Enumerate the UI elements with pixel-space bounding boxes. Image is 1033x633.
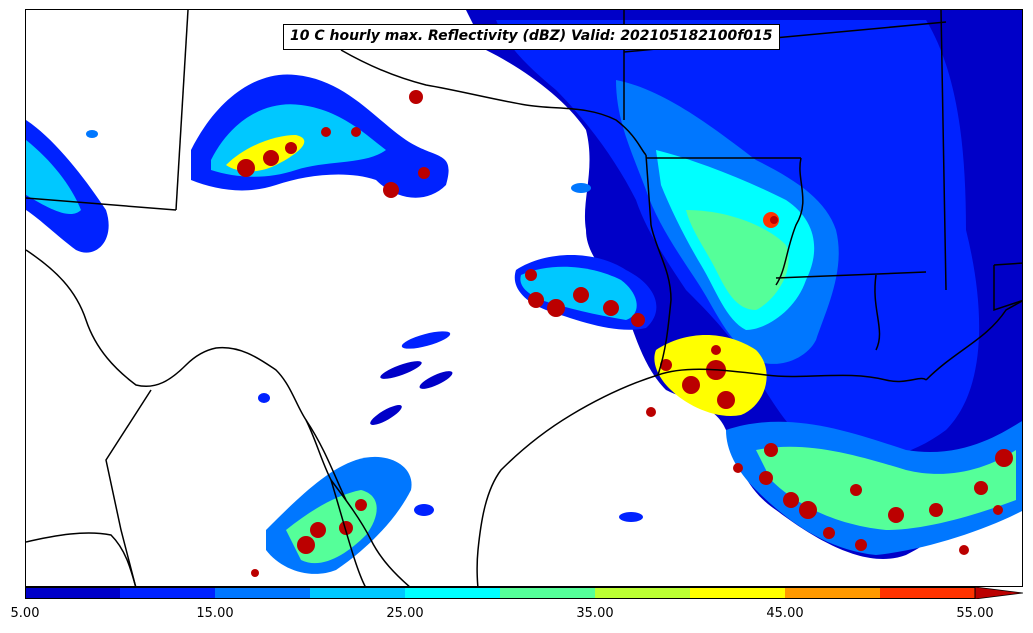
state-border-ms-river-south [874,274,881,351]
echo-panhandle-core [409,90,423,104]
echo-south-core [310,522,326,538]
echo-small [401,331,451,349]
state-border-panhandle-west [175,10,189,211]
echo-gulf-core [959,545,969,555]
echo-small [370,405,402,425]
echo-gulf-core [995,449,1013,467]
colorbar-segment [215,587,311,599]
reflectivity-field [26,10,1022,577]
state-border-ga [993,265,1022,312]
echo-panhandle-core [418,167,430,179]
colorbar-segments [25,587,976,599]
colorbar-tick-label: 15.00 [196,606,234,621]
echo-small [414,504,434,516]
colorbar-tick-label: 35.00 [576,606,614,621]
echo-central-core [547,299,565,317]
map-panel: 10 C hourly max. Reflectivity (dBZ) Vali… [25,9,1023,587]
border-rio-grande [26,249,410,586]
state-border-tx-la [645,154,672,376]
echo-small [380,361,422,379]
echo-gulf-core [855,539,867,551]
colorbar-tick-label: 5.00 [10,606,40,621]
colorbar-tick-label: 25.00 [386,606,424,621]
colorbar [25,587,1023,599]
echo-gulf-core [888,507,904,523]
coastline-gulf-east [925,300,1022,381]
border-mexico-state-1 [105,389,152,586]
colorbar-tick-label: 45.00 [766,606,804,621]
colorbar-segment [25,587,121,599]
echo-coast-core [717,391,735,409]
colorbar-segment [785,587,881,599]
echo-panhandle-core [383,182,399,198]
echo-west-band-mid [26,140,81,215]
coastline-la [657,368,927,383]
coastline-mexico [330,479,366,586]
state-border-ms-al [940,10,947,291]
echo-gulf-core [764,443,778,457]
echo-coast-core [646,407,656,417]
colorbar-segment [500,587,596,599]
state-border-al-east [993,262,1022,266]
colorbar-segment [880,587,976,599]
colorbar-segment [120,587,216,599]
reflectivity-map [26,10,1022,586]
echo-panhandle-core [263,150,279,166]
echo-south-core [339,521,353,535]
echo-panhandle-core [237,159,255,177]
map-title: 10 C hourly max. Reflectivity (dBZ) Vali… [283,24,780,50]
echo-gulf-core [823,527,835,539]
echo-coast-core [660,359,672,371]
echo-small [258,393,270,403]
echo-south-core [251,569,259,577]
colorbar-segment [690,587,786,599]
state-border-red-river [340,49,647,156]
echo-coast-core [682,376,700,394]
echo-panhandle-core [321,127,331,137]
echo-gulf-core [799,501,817,519]
border-mexico-state-2 [26,532,137,586]
echo-gulf-core [733,463,743,473]
colorbar-outline [25,587,976,599]
echo-small [419,371,453,389]
echo-gulf-mid [756,446,1016,530]
echo-gulf-core [850,484,862,496]
echo-central-core [525,269,537,281]
echo-south-core [355,499,367,511]
colorbar-segment [595,587,691,599]
echo-gulf-core [783,492,799,508]
colorbar-segment [310,587,406,599]
echo-central-core [573,287,589,303]
echo-central-core [631,313,645,327]
echo-small [86,130,98,138]
echo-central-core [603,300,619,316]
echo-panhandle-core [351,127,361,137]
echo-gulf-core [759,471,773,485]
echo-small [619,512,643,522]
state-border-ar-ms-river [775,157,804,286]
echo-gulf-core [993,505,1003,515]
echo-central-core [528,292,544,308]
echo-gulf-core [974,481,988,495]
coastline-texas [476,374,659,586]
colorbar-extend-arrow [974,587,1023,599]
state-border-la-north [775,271,927,279]
echo-gulf-core [929,503,943,517]
state-border-ok-tx-north [26,197,177,211]
echo-coast-core [711,345,721,355]
echo-east-core [770,216,778,224]
border-mexico-state-3 [305,419,347,501]
echo-east-green [686,210,789,310]
echo-small [571,183,591,193]
colorbar-segment [405,587,501,599]
colorbar-tick-label: 55.00 [956,606,994,621]
echo-panhandle-core [285,142,297,154]
echo-south-core [297,536,315,554]
